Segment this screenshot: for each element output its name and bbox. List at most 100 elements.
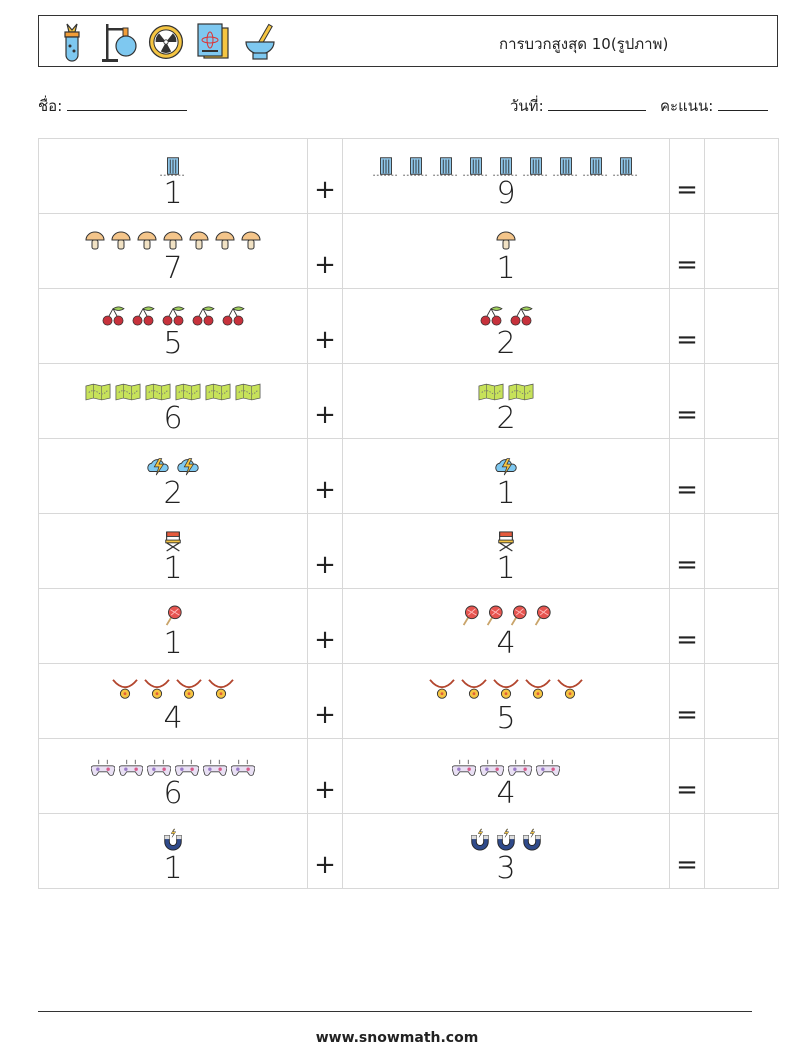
equals-cell: = [669,588,705,664]
score-field: คะแนน: [660,94,769,118]
equals-cell: = [669,288,705,364]
cherry-icon [130,305,156,327]
map-icon [85,383,111,402]
plus-sign: + [314,550,336,580]
plus-sign: + [314,325,336,355]
problem-row: 6 +4 = [38,738,779,814]
plus-cell: + [307,213,343,289]
building-icon [583,155,609,177]
picture-group [111,678,235,702]
map-icon [145,383,171,402]
plus-sign: + [314,775,336,805]
building-icon [433,155,459,177]
necklace-icon [111,678,139,702]
answer-cell[interactable] [704,813,779,889]
equals-sign: = [676,175,698,205]
problem-table: 1 +9 = 7 +1 = 5 +2 = 6 +2 = 2 +1 = 1 +1 = 1 +4 = 4 +5 = 6 +4 = 1 +3 = [38,138,779,889]
addend-a: 4 [163,701,183,736]
equals-cell: = [669,663,705,739]
lollipop-icon [484,605,504,627]
name-label: ชื่อ: [38,97,63,115]
plus-sign: + [314,850,336,880]
footer-divider [38,1011,752,1012]
lollipop-icon [460,605,480,627]
gamepad-icon [147,758,171,777]
answer-cell[interactable] [704,588,779,664]
equals-cell: = [669,813,705,889]
answer-cell[interactable] [704,663,779,739]
mushroom-icon [84,230,106,252]
name-field: ชื่อ: [38,94,188,118]
equals-sign: = [676,250,698,280]
equals-cell: = [669,363,705,439]
gamepad-icon [480,758,504,777]
picture-group [160,155,186,177]
answer-cell[interactable] [704,738,779,814]
cherry-icon [160,305,186,327]
addend-a-cell: 5 [38,288,308,364]
equals-sign: = [676,550,698,580]
gamepad-icon [536,758,560,777]
addend-a: 7 [163,251,183,286]
addend-b: 9 [496,176,516,211]
date-blank[interactable] [548,98,647,111]
picture-group [85,383,261,402]
gamepad-icon [119,758,143,777]
answer-cell[interactable] [704,213,779,289]
cherry-icon [478,305,504,327]
magnet-icon [521,828,543,852]
picture-group [496,530,516,552]
plus-cell: + [307,138,343,214]
picture-group [478,383,534,402]
addend-a-cell: 4 [38,663,308,739]
building-icon [160,155,186,177]
addend-b: 3 [496,851,516,886]
map-icon [115,383,141,402]
addend-b: 5 [496,701,516,736]
building-icon [373,155,399,177]
addend-b: 1 [496,476,516,511]
picture-group [91,758,255,777]
equals-cell: = [669,513,705,589]
plus-sign: + [314,250,336,280]
gamepad-icon [508,758,532,777]
equals-sign: = [676,850,698,880]
footer-url: www.snowmath.com [315,1030,479,1046]
plus-sign: + [314,475,336,505]
answer-cell[interactable] [704,138,779,214]
score-label: คะแนน: [660,97,714,115]
plus-cell: + [307,438,343,514]
addend-a-cell: 1 [38,588,308,664]
necklace-icon [460,678,488,702]
score-blank[interactable] [718,98,769,111]
mushroom-icon [188,230,210,252]
mushroom-icon [136,230,158,252]
addend-b-cell: 3 [342,813,670,889]
addend-b: 1 [496,551,516,586]
worksheet-title: การบวกสูงสุด 10(รูปภาพ) [499,35,669,53]
addend-a: 1 [163,851,183,886]
picture-group [495,230,517,252]
addend-b: 1 [496,251,516,286]
addend-b: 2 [496,326,516,361]
addend-b-cell: 9 [342,138,670,214]
cherry-icon [508,305,534,327]
answer-cell[interactable] [704,438,779,514]
answer-cell[interactable] [704,513,779,589]
plus-cell: + [307,663,343,739]
addend-a: 2 [163,476,183,511]
problem-row: 5 +2 = [38,288,779,364]
radiation-icon [148,24,184,60]
magnet-icon [162,828,184,852]
problem-row: 4 +5 = [38,663,779,739]
answer-cell[interactable] [704,288,779,364]
addend-a-cell: 6 [38,363,308,439]
answer-cell[interactable] [704,363,779,439]
plus-cell: + [307,813,343,889]
problem-row: 1 +4 = [38,588,779,664]
gamepad-icon [203,758,227,777]
name-blank[interactable] [67,98,188,111]
equals-sign: = [676,475,698,505]
picture-group [163,530,183,552]
problem-row: 7 +1 = [38,213,779,289]
